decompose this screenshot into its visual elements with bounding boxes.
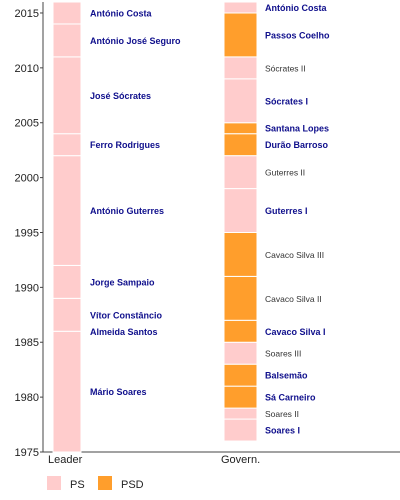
bar-soares-iii — [223, 341, 258, 365]
government-column: Soares I Soares II Sá Carneiro Balsemão Soar… — [223, 1, 330, 442]
label-soares-ii: Soares II — [265, 409, 299, 419]
bar-vitor-constancio — [52, 297, 82, 332]
bar-cavaco-silva-i — [223, 319, 258, 343]
label-guterres-i[interactable]: Guterres I — [265, 206, 308, 216]
y-tick-label: 2015 — [15, 8, 39, 20]
label-antonio-costa[interactable]: António Costa — [90, 8, 152, 18]
label-jorge-sampaio[interactable]: Jorge Sampaio — [90, 277, 155, 287]
label-durao-barroso[interactable]: Durão Barroso — [265, 140, 329, 150]
label-guterres-ii: Guterres II — [265, 168, 305, 178]
label-soares-i[interactable]: Soares I — [265, 426, 300, 436]
plot-frame — [42, 2, 400, 453]
y-tick-label: 1980 — [15, 392, 39, 404]
label-mario-soares[interactable]: Mário Soares — [90, 387, 147, 397]
label-jose-socrates[interactable]: José Sócrates — [90, 91, 151, 101]
bar-cavaco-silva-iii — [223, 231, 258, 277]
bar-durao-barroso — [223, 133, 258, 157]
label-socrates-i[interactable]: Sócrates I — [265, 96, 308, 106]
label-cavaco-silva-i[interactable]: Cavaco Silva I — [265, 327, 326, 337]
legend-label-ps: PS — [70, 479, 85, 491]
bar-guterres-i — [223, 188, 258, 233]
bar-santana-lopes — [223, 122, 258, 135]
y-tick-label: 1975 — [15, 447, 39, 459]
legend: PS PSD — [47, 476, 144, 491]
label-antonio-guterres[interactable]: António Guterres — [90, 206, 164, 216]
bar-soares-i — [223, 418, 258, 442]
bar-mario-soares — [52, 330, 82, 453]
label-antonio-costa[interactable]: António Costa — [265, 3, 327, 13]
government-column-label: Govern. — [221, 454, 260, 466]
label-vitor-constancio[interactable]: Vítor Constâncio — [90, 310, 163, 320]
y-tick-label: 1990 — [15, 282, 39, 294]
bar-passos-coelho — [223, 12, 258, 58]
bar-jorge-sampaio — [52, 264, 82, 299]
y-tick-label: 2010 — [15, 63, 39, 75]
legend-swatch-psd — [98, 476, 112, 490]
bar-sa-carneiro — [223, 385, 258, 409]
label-antonio-jose-seguro[interactable]: António José Seguro — [90, 36, 181, 46]
y-tick-label: 2000 — [15, 173, 39, 185]
bar-cavaco-silva-ii — [223, 275, 258, 321]
label-cavaco-silva-ii: Cavaco Silva II — [265, 294, 322, 304]
bar-ferro-rodrigues — [52, 133, 82, 157]
label-santana-lopes[interactable]: Santana Lopes — [265, 124, 329, 134]
legend-swatch-ps — [47, 476, 61, 490]
y-tick-label: 1985 — [15, 337, 39, 349]
bar-socrates-i — [223, 78, 258, 124]
label-sa-carneiro[interactable]: Sá Carneiro — [265, 393, 316, 403]
bar-antonio-costa — [223, 1, 258, 14]
label-soares-iii: Soares III — [265, 349, 301, 359]
bar-soares-ii — [223, 407, 258, 420]
label-balsemao[interactable]: Balsemão — [265, 371, 308, 381]
label-socrates-ii: Sócrates II — [265, 63, 306, 73]
bar-antonio-costa — [52, 1, 82, 25]
leader-column: Mário Soares Almeida Santos Vítor Constânc… — [52, 1, 181, 453]
label-ferro-rodrigues[interactable]: Ferro Rodrigues — [90, 140, 160, 150]
bar-antonio-guterres — [52, 155, 82, 266]
legend-label-psd: PSD — [121, 479, 144, 491]
bar-antonio-jose-seguro — [52, 23, 82, 58]
leader-column-label: Leader — [48, 454, 83, 466]
y-axis: 1975 1980 1985 1990 1995 2000 2005 2010 2015 — [15, 8, 43, 459]
label-cavaco-silva-iii: Cavaco Silva III — [265, 250, 324, 260]
y-tick-label: 2005 — [15, 118, 39, 130]
bar-balsemao — [223, 363, 258, 387]
label-passos-coelho[interactable]: Passos Coelho — [265, 30, 330, 40]
y-tick-label: 1995 — [15, 227, 39, 239]
bar-guterres-ii — [223, 155, 258, 190]
bar-jose-socrates — [52, 56, 82, 135]
bar-socrates-ii — [223, 56, 258, 80]
label-almeida-santos[interactable]: Almeida Santos — [90, 327, 158, 337]
